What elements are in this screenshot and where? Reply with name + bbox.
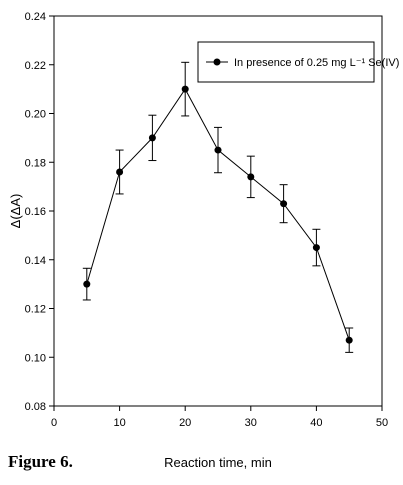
series-line (86, 88, 350, 341)
y-tick-label: 0.18 (25, 157, 46, 169)
figure-caption-label: Figure 6 (8, 452, 69, 471)
y-tick-label: 0.12 (25, 304, 46, 316)
legend-marker (213, 58, 221, 66)
data-point (247, 173, 255, 181)
x-tick-label: 0 (51, 417, 57, 429)
data-point (345, 336, 353, 344)
axes: 0 10 20 30 40 50 0.08 0.10 0.12 0.14 0.16 0.18 0.20 0… (25, 11, 389, 429)
legend-label: In presence of 0.25 mg L⁻¹ Se(IV) (234, 57, 399, 69)
x-axis-title: Reaction time, min (164, 455, 272, 470)
y-tick-label: 0.20 (25, 109, 46, 121)
x-tick-label: 30 (245, 417, 257, 429)
data-point (214, 146, 222, 154)
series-layer (82, 61, 354, 353)
data-point (312, 244, 320, 252)
data-point (116, 168, 124, 176)
y-tick-label: 0.22 (25, 60, 46, 72)
legend: In presence of 0.25 mg L⁻¹ Se(IV) (197, 41, 399, 83)
x-tick-label: 20 (179, 417, 191, 429)
data-point (280, 200, 288, 208)
x-tick-label: 40 (310, 417, 322, 429)
y-axis-title: Δ(ΔA) (8, 194, 23, 229)
figure-caption-punct: . (68, 452, 73, 471)
data-point (148, 134, 156, 142)
x-tick-label: 50 (376, 417, 388, 429)
legend-box (197, 41, 375, 83)
y-tick-label: 0.24 (25, 11, 46, 23)
data-point (83, 280, 91, 288)
y-tick-label: 0.08 (25, 401, 46, 413)
data-point (181, 85, 189, 93)
x-tick-label: 10 (113, 417, 125, 429)
figure-caption: Figure 6. (8, 452, 73, 472)
y-tick-label: 0.10 (25, 352, 46, 364)
y-tick-label: 0.16 (25, 206, 46, 218)
y-tick-label: 0.14 (25, 255, 46, 267)
